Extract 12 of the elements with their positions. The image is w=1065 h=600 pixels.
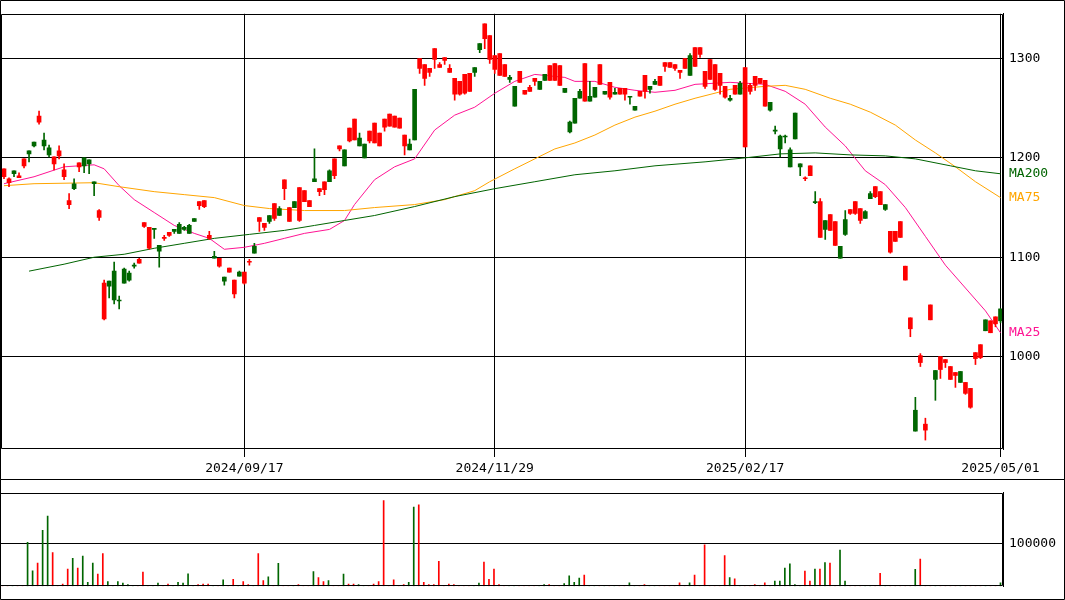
series-label: MA200 [1009, 165, 1049, 181]
series-label: MA75 [1009, 188, 1041, 204]
x-tick-label: 2024/11/29 [455, 460, 534, 476]
y-tick-label: 1200 [1009, 149, 1041, 165]
x-tick-label: 2025/02/17 [705, 460, 785, 476]
y-tick-label: 100000 [1009, 534, 1056, 550]
y-tick-label: 1300 [1009, 49, 1041, 65]
series-label: MA25 [1009, 324, 1041, 340]
y-tick-label: 1000 [1009, 347, 1041, 363]
x-tick-label: 2025/05/01 [961, 460, 1040, 476]
y-tick-label: 1100 [1009, 248, 1041, 264]
x-tick-label: 2024/09/17 [205, 460, 284, 476]
